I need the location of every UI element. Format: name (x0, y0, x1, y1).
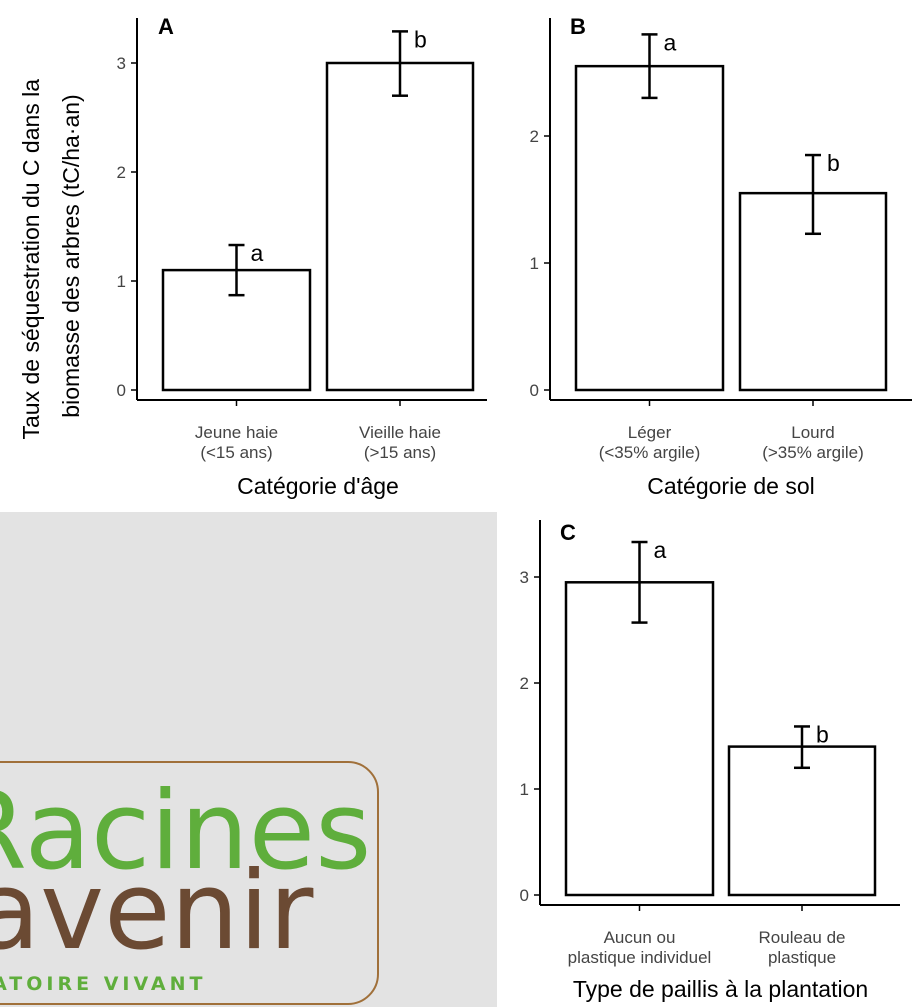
x-category-label-line: (<15 ans) (200, 443, 272, 462)
y-axis-title: Taux de séquestration du C dans la bioma… (18, 73, 84, 440)
panel-c: C 0 1 2 3 a Aucun ou plastique individuel b Roule… (520, 520, 900, 1002)
bar (727, 745, 877, 897)
panel-b: B 0 1 2 a Léger (<35% argile) b Lourd (>35% argil… (530, 14, 912, 499)
y-tick-label: 3 (117, 54, 126, 73)
x-category-label: Vieille haie (>15 ans) (359, 423, 441, 462)
bar (574, 64, 725, 392)
x-category-label-line: Lourd (791, 423, 834, 442)
bar (161, 268, 312, 392)
x-axis-title: Catégorie de sol (647, 473, 815, 499)
logo-line-1: Racines (0, 769, 371, 894)
significance-letter: a (654, 537, 667, 563)
x-axis-title: Catégorie d'âge (237, 473, 399, 499)
significance-letter: b (816, 721, 829, 747)
y-tick-label: 1 (530, 254, 539, 273)
x-axis-title: Type de paillis à la plantation (573, 976, 868, 1002)
x-category-label-line: Jeune haie (195, 423, 278, 442)
logo-line-2: avenir (0, 849, 314, 974)
y-tick-label: 2 (117, 163, 126, 182)
y-tick-label: 0 (530, 381, 539, 400)
x-category-label-line: (<35% argile) (599, 443, 701, 462)
panel-a: A 0 1 2 3 a Jeune haie (<15 ans) b Vieille haie (>… (117, 14, 487, 499)
significance-letter: b (414, 26, 427, 52)
x-category-label-line: Léger (628, 423, 672, 442)
x-category-label-line: plastique (768, 948, 836, 967)
y-tick-label: 1 (117, 272, 126, 291)
x-category-label: Aucun ou plastique individuel (568, 928, 712, 967)
significance-letter: a (251, 240, 264, 266)
x-category-label-line: (>15 ans) (364, 443, 436, 462)
x-category-label-line: Aucun ou (604, 928, 676, 947)
logo-tagline: LABORATOIRE VIVANT (0, 973, 206, 995)
bar (325, 61, 475, 392)
x-category-label-line: Rouleau de (759, 928, 846, 947)
significance-letter: a (664, 29, 677, 55)
y-tick-label: 3 (520, 568, 529, 587)
x-category-label-line: Vieille haie (359, 423, 441, 442)
y-tick-label: 2 (530, 127, 539, 146)
y-axis-title-line-1: Taux de séquestration du C dans la (18, 79, 44, 440)
x-category-label-line: plastique individuel (568, 948, 712, 967)
x-category-label: Rouleau de plastique (759, 928, 846, 967)
y-tick-label: 0 (520, 886, 529, 905)
significance-letter: b (827, 150, 840, 176)
logo-frame (0, 761, 379, 1005)
x-category-label: Léger (<35% argile) (599, 423, 701, 462)
logo: Racines avenir LABORATOIRE VIVANT (0, 761, 379, 1005)
y-axis-title-line-2: biomasse des arbres (tC/ha·an) (58, 94, 84, 417)
x-category-label-line: (>35% argile) (762, 443, 864, 462)
panel-label-a: A (158, 14, 174, 39)
y-tick-label: 2 (520, 674, 529, 693)
y-tick-label: 0 (117, 381, 126, 400)
panel-label-b: B (570, 14, 586, 39)
bar (564, 581, 715, 897)
panel-label-c: C (560, 520, 576, 545)
x-category-label: Jeune haie (<15 ans) (195, 423, 278, 462)
x-category-label: Lourd (>35% argile) (762, 423, 864, 462)
y-tick-label: 1 (520, 780, 529, 799)
